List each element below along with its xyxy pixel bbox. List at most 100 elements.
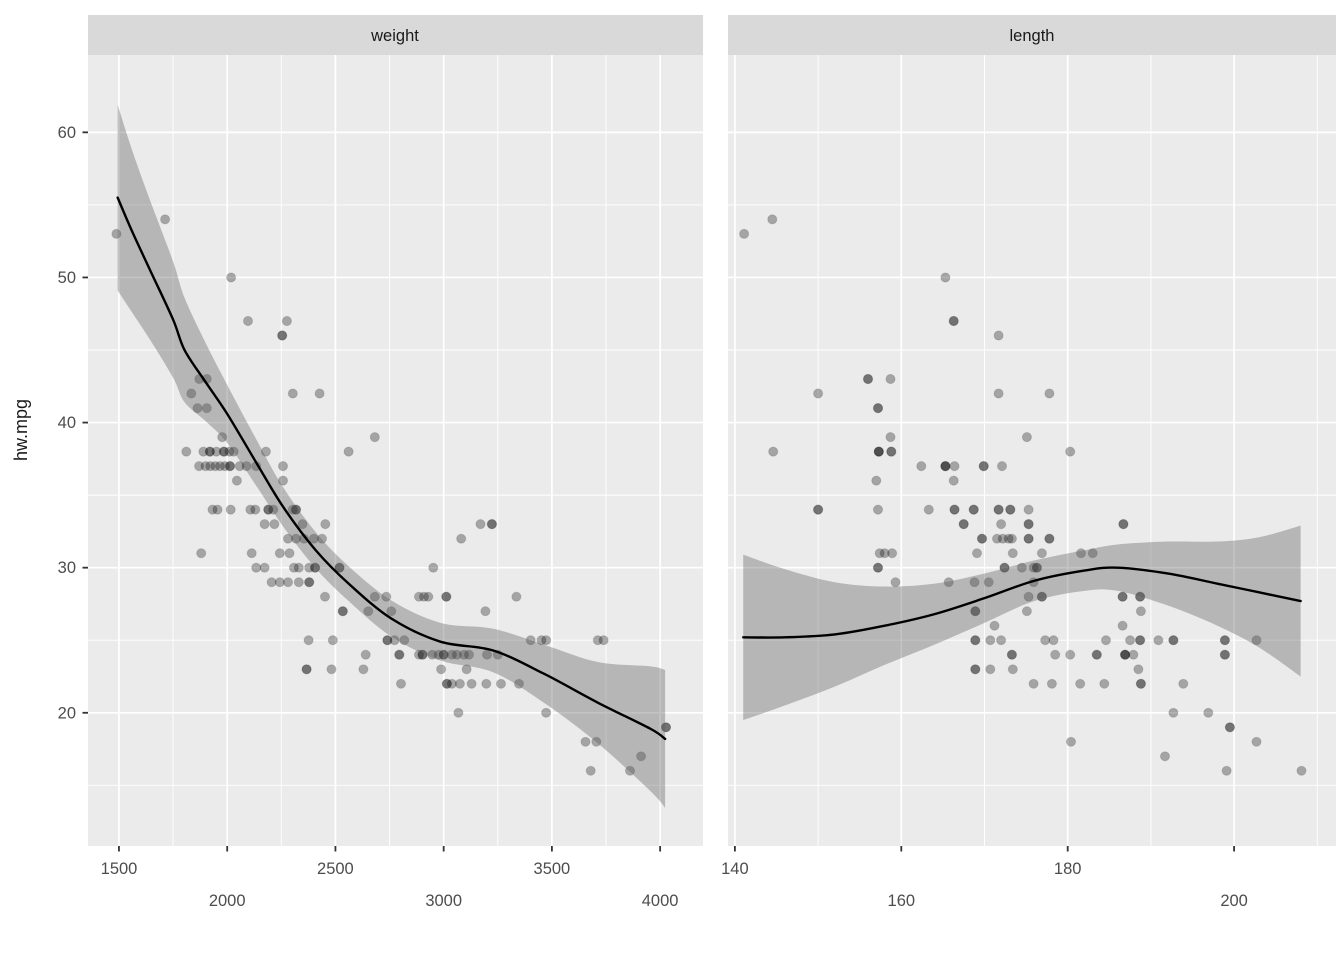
data-point: [1251, 736, 1262, 747]
data-point: [1040, 635, 1051, 646]
data-point: [948, 315, 959, 327]
data-point: [268, 504, 279, 515]
data-point: [923, 504, 934, 515]
data-point: [1087, 548, 1098, 559]
data-point: [207, 504, 218, 515]
data-point: [458, 649, 470, 660]
data-point: [251, 562, 262, 573]
data-point: [308, 533, 319, 544]
data-point: [887, 548, 898, 559]
data-point: [382, 635, 393, 646]
data-point: [1224, 722, 1236, 733]
data-point: [1117, 620, 1128, 631]
data-point: [337, 606, 348, 617]
data-point: [266, 577, 277, 588]
data-point: [438, 649, 449, 660]
data-point: [1219, 635, 1231, 646]
data-point: [288, 562, 299, 573]
data-point: [451, 649, 462, 660]
x-tick-label: 200: [1220, 892, 1248, 910]
data-point: [1219, 649, 1231, 660]
data-point: [446, 649, 457, 660]
data-point: [991, 533, 1003, 544]
data-point: [201, 403, 212, 414]
data-point: [1168, 635, 1179, 646]
data-point: [453, 707, 464, 718]
data-point: [369, 432, 380, 443]
data-point: [1135, 678, 1147, 689]
data-point: [413, 591, 425, 602]
data-point: [1219, 649, 1231, 660]
data-point: [269, 519, 280, 530]
data-point: [241, 461, 252, 472]
data-point: [486, 519, 497, 530]
data-point: [228, 446, 239, 457]
data-point: [337, 606, 348, 617]
axis-layer: 60 50 40 30 20 1500 2500 3500 2000 3000 4000 140 180…: [58, 124, 1248, 910]
data-point: [293, 577, 304, 588]
data-point: [160, 214, 171, 225]
data-point: [872, 562, 884, 573]
data-point: [970, 606, 981, 617]
data-point: [1120, 649, 1131, 660]
data-point: [585, 765, 596, 776]
x-tick-label: 1500: [101, 860, 138, 878]
data-point: [225, 504, 236, 515]
data-point: [592, 635, 603, 646]
data-point: [985, 664, 996, 675]
x-tick-label: 3500: [534, 860, 571, 878]
data-point: [1005, 504, 1016, 515]
smooth-line: [116, 196, 667, 741]
data-point: [985, 635, 996, 646]
data-point: [872, 403, 884, 414]
data-point: [456, 533, 467, 544]
data-point: [940, 461, 951, 472]
data-point: [481, 678, 492, 689]
data-point: [224, 461, 236, 472]
data-point: [293, 562, 304, 573]
data-point: [277, 461, 289, 472]
grid-layer: [88, 55, 1336, 846]
data-point: [463, 649, 475, 660]
data-point: [282, 533, 294, 544]
data-point: [580, 736, 591, 747]
data-point: [181, 446, 192, 457]
data-point: [314, 388, 325, 399]
data-point: [436, 664, 447, 675]
data-point: [212, 504, 223, 515]
data-point: [413, 649, 425, 660]
data-point: [886, 446, 897, 457]
data-point: [1023, 533, 1034, 544]
data-point: [441, 591, 452, 602]
data-point: [997, 533, 1008, 544]
data-point: [454, 678, 465, 689]
data-point: [389, 635, 400, 646]
data-point: [1178, 678, 1189, 689]
data-point: [949, 461, 960, 472]
panels-layer: [88, 55, 1336, 846]
data-point: [277, 475, 289, 486]
data-point: [200, 461, 211, 472]
data-point: [319, 591, 331, 602]
data-point: [767, 214, 778, 225]
data-point: [1135, 591, 1146, 602]
data-point: [1006, 533, 1018, 544]
data-point: [739, 228, 750, 239]
data-point: [993, 330, 1004, 341]
data-point: [943, 577, 954, 588]
data-point: [999, 562, 1010, 573]
data-point: [1091, 649, 1102, 660]
data-point: [978, 461, 989, 472]
data-point: [993, 504, 1004, 515]
data-point: [394, 649, 405, 660]
data-point: [940, 461, 951, 472]
data-point: [1168, 707, 1179, 718]
data-point: [192, 403, 203, 414]
data-point: [1296, 765, 1307, 776]
data-point: [1100, 635, 1112, 646]
data-point: [598, 635, 609, 646]
data-point: [218, 446, 229, 457]
data-point: [186, 388, 197, 399]
data-point: [316, 533, 328, 544]
